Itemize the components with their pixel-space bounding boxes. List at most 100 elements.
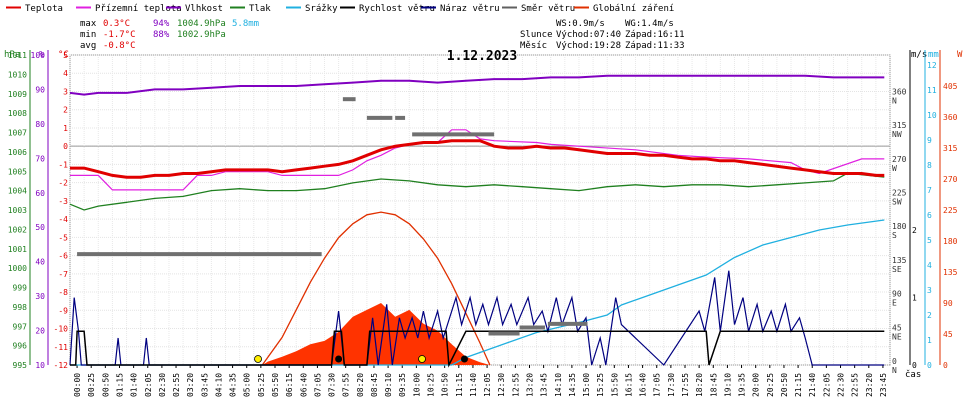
- x-tick-label: 04:35: [229, 373, 238, 397]
- sunrise-marker: [254, 355, 262, 363]
- pressure-tick-label: 1009: [8, 90, 27, 99]
- x-tick-label: 00:50: [101, 373, 110, 397]
- radiation-tick-label: 90: [943, 299, 953, 308]
- sun-label: Slunce: [520, 30, 553, 40]
- pressure-line: [69, 172, 885, 211]
- legend: Teplota Přízemní teplota Vlhkost Tlak Srážky…: [6, 4, 674, 14]
- x-tick-label: 22:30: [837, 373, 846, 397]
- radiation-tick-label: 0: [943, 361, 948, 370]
- legend-entry: Směr větru: [521, 4, 575, 14]
- radiation-tick-label: 315: [943, 144, 958, 153]
- rain-tick-label: 5: [927, 236, 932, 245]
- x-axis: 00:00 00:25 00:50 01:15 01:40 02:05 02:30 02:55…: [73, 365, 888, 397]
- wind-speed-tick-label: 0: [912, 361, 917, 370]
- moon-label: Měsíc: [520, 41, 547, 51]
- x-tick-label: 11:40: [469, 373, 478, 397]
- x-tick-label: 08:20: [356, 373, 365, 397]
- rain-tick-label: 12: [927, 61, 937, 70]
- sunrise-time: Východ:07:40: [556, 30, 621, 40]
- wind-dir-tick-label: SE: [892, 265, 902, 274]
- x-tick-label: 06:40: [299, 373, 308, 397]
- temperature-tick-label: -1: [58, 160, 68, 169]
- moonset-time: Západ:11:33: [625, 41, 685, 51]
- pressure-tick-label: 1005: [8, 167, 27, 176]
- humidity-tick-label: 100: [31, 51, 46, 60]
- x-tick-label: 23:20: [865, 373, 874, 397]
- wind-dir-tick-value: 180: [892, 222, 907, 231]
- wind-dir-tick-value: 135: [892, 256, 907, 265]
- x-tick-label: 17:30: [667, 373, 676, 397]
- x-tick-label: 09:10: [384, 373, 393, 397]
- humidity-line: [69, 74, 885, 96]
- rain-tick-label: 7: [927, 186, 932, 195]
- temperature-tick-label: -4: [58, 215, 68, 224]
- temperature-tick-label: 3: [63, 87, 68, 96]
- stat-label: min: [80, 30, 96, 40]
- pressure-tick-label: 996: [13, 342, 28, 351]
- rain-tick-label: 2: [927, 311, 932, 320]
- stat-value: 1004.9hPa: [177, 19, 226, 29]
- x-tick-label: 22:55: [851, 373, 860, 397]
- humidity-tick-label: 50: [35, 223, 45, 232]
- pressure-tick-label: 1002: [8, 225, 27, 234]
- stat-value: -1.7°C: [103, 30, 136, 40]
- stat-label: avg: [80, 41, 96, 51]
- x-tick-label: 21:15: [794, 373, 803, 397]
- temperature-line: [70, 139, 885, 179]
- x-tick-label: 08:45: [370, 373, 379, 397]
- rain-tick-label: 9: [927, 136, 932, 145]
- x-tick-label: 15:25: [596, 373, 605, 397]
- stat-value: 88%: [153, 30, 170, 40]
- radiation-tick-label: 360: [943, 113, 958, 122]
- stat-value: 5.8mm: [232, 19, 259, 29]
- moonset-marker: [335, 355, 343, 363]
- legend-entry: Teplota: [25, 4, 63, 14]
- temperature-tick-label: 1: [63, 124, 68, 133]
- x-tick-label: 18:20: [695, 373, 704, 397]
- pressure-tick-label: 1008: [8, 109, 27, 118]
- temperature-axis-unit: °C: [58, 50, 69, 60]
- pressure-tick-label: 999: [13, 284, 28, 293]
- x-tick-label: 19:10: [723, 373, 732, 397]
- radiation-fill: [262, 303, 490, 365]
- x-tick-label: 10:50: [441, 373, 450, 397]
- x-tick-label: 10:25: [427, 373, 436, 397]
- x-tick-label: 10:00: [412, 373, 421, 397]
- temperature-tick-label: 2: [63, 106, 68, 115]
- x-tick-label: 14:10: [554, 373, 563, 397]
- temperature-tick-label: -12: [54, 361, 69, 370]
- wind-speed-info: WS:0.9m/s: [556, 19, 605, 29]
- rain-tick-label: 4: [927, 261, 932, 270]
- stat-label: max: [80, 19, 97, 29]
- temperature-tick-label: -3: [58, 197, 68, 206]
- plot-area: [69, 74, 885, 368]
- x-tick-label: 14:35: [568, 373, 577, 397]
- radiation-tick-label: 405: [943, 82, 958, 91]
- wind-dir-tick-value: 225: [892, 189, 907, 198]
- temperature-tick-label: -9: [58, 306, 68, 315]
- rain-tick-label: 1: [927, 336, 932, 345]
- rain-tick-label: 10: [927, 111, 937, 120]
- temperature-tick-label: -8: [58, 288, 68, 297]
- rain-axis-unit: mm: [928, 50, 939, 60]
- wind-dir-tick-value: 90: [892, 290, 902, 299]
- humidity-tick-label: 40: [35, 258, 45, 267]
- wind-speed-line: [70, 330, 885, 368]
- legend-entry: Vlhkost: [185, 4, 223, 14]
- x-tick-label: 09:35: [398, 373, 407, 397]
- humidity-tick-label: 80: [35, 120, 45, 129]
- x-tick-label: 07:05: [313, 373, 322, 397]
- info-block: WS:0.9m/s WG:1.4m/s Slunce Východ:07:40 Zápa…: [520, 19, 685, 51]
- left-axes: hPa% °C9959969979989991000100110021003100…: [4, 50, 69, 370]
- pressure-tick-label: 1003: [8, 206, 27, 215]
- wind-dir-tick-value: 0: [892, 357, 897, 366]
- legend-entry: Globální záření: [593, 4, 674, 14]
- x-tick-label: 18:45: [709, 373, 718, 397]
- stats-block: max 0.3°C 94% 1004.9hPa 5.8mm min -1.7°C 88% 100…: [80, 19, 259, 51]
- x-tick-label: 12:05: [483, 373, 492, 397]
- x-tick-label: 05:00: [243, 373, 252, 397]
- rain-tick-label: 6: [927, 211, 932, 220]
- wind-speed-tick-label: 2: [912, 226, 917, 235]
